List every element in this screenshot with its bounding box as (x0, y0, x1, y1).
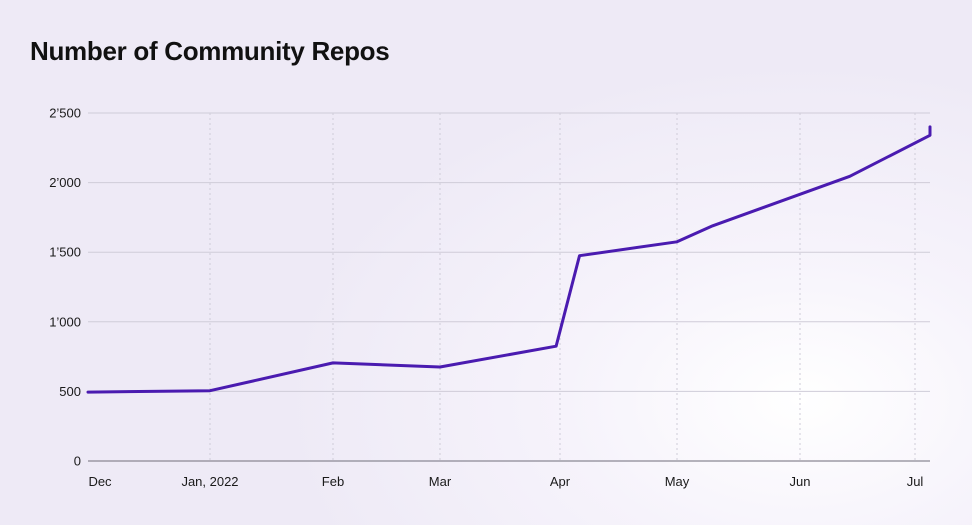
grid-lines (88, 112, 930, 462)
y-tick-label: 500 (59, 384, 81, 399)
y-axis: 0 500 1’000 1’500 2’000 2’500 (49, 106, 81, 469)
y-tick-label: 1’500 (49, 245, 81, 260)
x-tick-label: Feb (322, 474, 344, 489)
x-tick-label: Jan, 2022 (181, 474, 238, 489)
x-tick-label: Jul (907, 474, 924, 489)
x-tick-label: Dec (88, 474, 112, 489)
chart-title: Number of Community Repos (30, 36, 390, 66)
y-tick-label: 0 (74, 454, 81, 469)
x-axis: Dec Jan, 2022 Feb Mar Apr May Jun Jul (88, 474, 923, 489)
y-tick-label: 1’000 (49, 314, 81, 329)
series-group (86, 125, 932, 394)
y-tick-label: 2’000 (49, 175, 81, 190)
x-tick-label: Apr (550, 474, 571, 489)
x-tick-label: May (665, 474, 690, 489)
series-line (86, 125, 932, 394)
x-tick-label: Mar (429, 474, 452, 489)
y-tick-label: 2’500 (49, 106, 81, 121)
x-tick-label: Jun (790, 474, 811, 489)
